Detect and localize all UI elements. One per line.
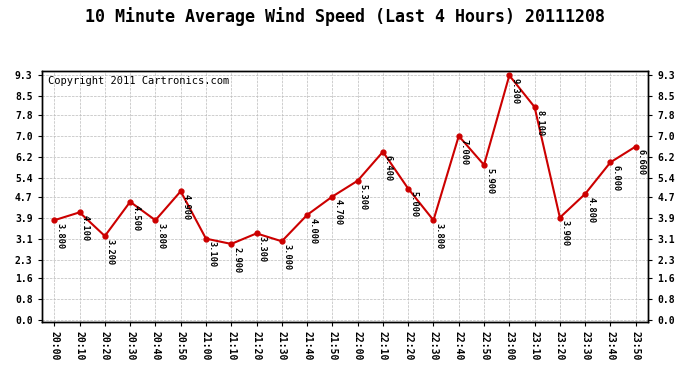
Text: 7.000: 7.000 <box>460 139 469 165</box>
Text: Copyright 2011 Cartronics.com: Copyright 2011 Cartronics.com <box>48 76 229 87</box>
Text: 5.000: 5.000 <box>409 191 418 217</box>
Text: 3.800: 3.800 <box>55 223 64 249</box>
Text: 4.100: 4.100 <box>81 215 90 242</box>
Text: 3.300: 3.300 <box>257 236 266 262</box>
Text: 4.500: 4.500 <box>131 205 140 231</box>
Text: 9.300: 9.300 <box>511 78 520 105</box>
Text: 4.000: 4.000 <box>308 218 317 244</box>
Text: 10 Minute Average Wind Speed (Last 4 Hours) 20111208: 10 Minute Average Wind Speed (Last 4 Hou… <box>85 8 605 27</box>
Text: 6.600: 6.600 <box>637 149 646 176</box>
Text: 3.000: 3.000 <box>283 244 292 270</box>
Text: 8.100: 8.100 <box>535 110 544 136</box>
Text: 2.900: 2.900 <box>233 247 241 273</box>
Text: 4.700: 4.700 <box>333 200 342 226</box>
Text: 4.900: 4.900 <box>181 194 190 220</box>
Text: 5.900: 5.900 <box>485 168 494 194</box>
Text: 4.800: 4.800 <box>586 196 595 223</box>
Text: 3.800: 3.800 <box>435 223 444 249</box>
Text: 5.300: 5.300 <box>359 183 368 210</box>
Text: 3.100: 3.100 <box>207 242 216 268</box>
Text: 6.400: 6.400 <box>384 154 393 181</box>
Text: 3.200: 3.200 <box>106 239 115 265</box>
Text: 6.000: 6.000 <box>611 165 620 191</box>
Text: 3.900: 3.900 <box>561 220 570 247</box>
Text: 3.800: 3.800 <box>157 223 166 249</box>
